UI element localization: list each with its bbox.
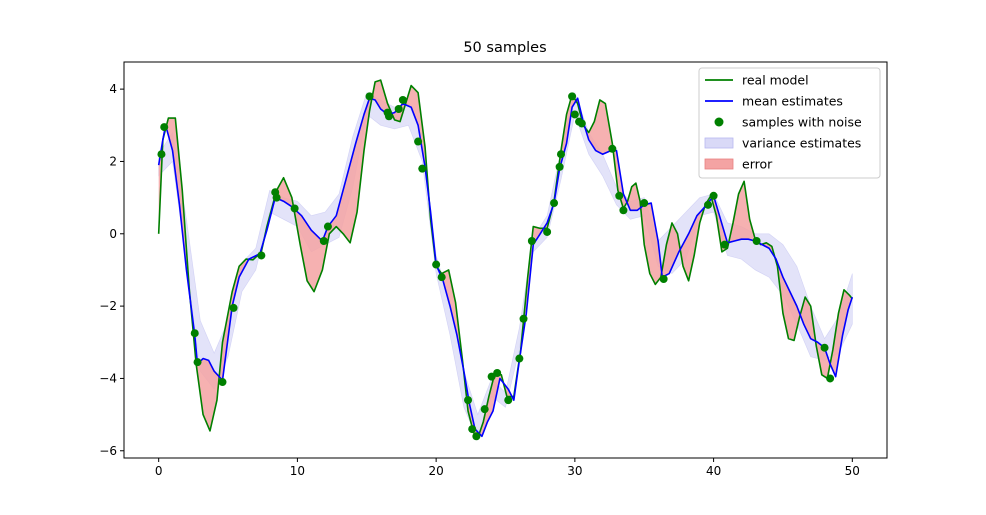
y-tick-label: −4 xyxy=(99,371,117,385)
sample-point xyxy=(272,193,281,202)
chart-title: 50 samples xyxy=(463,40,546,56)
x-tick-label: 0 xyxy=(155,464,163,478)
y-tick-label: 0 xyxy=(109,227,117,241)
axes-frame xyxy=(123,61,888,459)
sample-point xyxy=(472,432,481,441)
sample-point xyxy=(527,237,536,246)
sample-point xyxy=(464,396,473,405)
plot-area xyxy=(157,79,854,441)
sample-point xyxy=(319,237,328,246)
sample-point xyxy=(555,162,564,171)
legend-label: variance estimates xyxy=(742,136,861,151)
sample-point xyxy=(556,150,565,159)
sample-point xyxy=(160,123,169,132)
sample-point xyxy=(257,251,266,260)
sample-point xyxy=(577,119,586,128)
sample-point xyxy=(608,144,617,153)
legend-marker-handle xyxy=(714,117,724,127)
sample-point xyxy=(720,240,729,249)
sample-point xyxy=(365,92,374,101)
sample-point xyxy=(504,396,513,405)
sample-point xyxy=(414,137,423,146)
sample-point xyxy=(619,206,628,215)
sample-point xyxy=(437,273,446,282)
x-tick-label: 20 xyxy=(428,464,443,478)
sample-point xyxy=(480,405,489,414)
sample-point xyxy=(218,378,227,387)
sample-point xyxy=(190,329,199,338)
sample-point xyxy=(193,358,202,367)
sample-point xyxy=(157,150,166,159)
sample-point xyxy=(432,260,441,269)
mean-estimates-line xyxy=(157,97,854,438)
sample-point xyxy=(568,92,577,101)
sample-point xyxy=(543,227,552,236)
sample-point xyxy=(820,343,829,352)
legend-label: error xyxy=(742,157,773,172)
y-tick-label: 4 xyxy=(109,82,117,96)
plot-content xyxy=(157,79,854,441)
sample-point xyxy=(659,274,668,283)
variance-band xyxy=(158,91,853,441)
sample-point xyxy=(570,110,579,119)
legend: real model mean estimates samples with noi… xyxy=(698,67,881,179)
y-tick-label: −6 xyxy=(99,444,117,458)
legend-label: real model xyxy=(742,73,809,88)
x-tick-label: 50 xyxy=(845,464,860,478)
legend-patch-handle xyxy=(704,137,734,149)
legend-patch-handle xyxy=(704,158,734,170)
sample-point xyxy=(493,369,502,378)
sample-point xyxy=(398,95,407,104)
sample-point xyxy=(640,199,649,208)
sample-point xyxy=(709,191,718,200)
sample-point xyxy=(704,200,713,209)
sample-point xyxy=(323,222,332,231)
sample-point xyxy=(394,105,403,114)
sample-point xyxy=(615,191,624,200)
sample-point xyxy=(418,164,427,173)
x-tick-label: 30 xyxy=(567,464,582,478)
sample-point xyxy=(229,303,238,312)
legend-label: samples with noise xyxy=(742,115,862,130)
x-tick-label: 10 xyxy=(290,464,305,478)
x-tick-label: 40 xyxy=(706,464,721,478)
axes: 0 10 20 30 40 50 −6 −4 −2 0 2 4 xyxy=(99,61,888,478)
sample-point xyxy=(519,314,528,323)
sample-point xyxy=(468,425,477,434)
y-tick-label: 2 xyxy=(109,154,117,168)
sample-point xyxy=(826,374,835,383)
legend-label: mean estimates xyxy=(742,94,843,109)
y-tick-label: −2 xyxy=(99,299,117,313)
sample-point xyxy=(752,237,761,246)
sample-point xyxy=(550,199,559,208)
sample-point xyxy=(515,354,524,363)
legend-box xyxy=(698,67,881,179)
sample-point xyxy=(290,204,299,213)
sample-point xyxy=(384,112,393,121)
